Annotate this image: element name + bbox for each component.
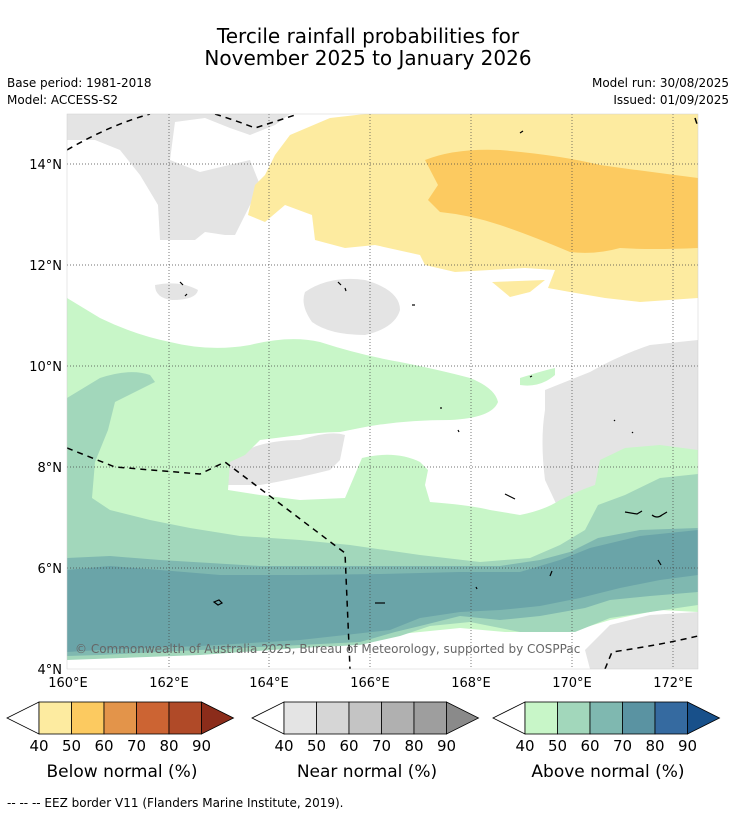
- below-normal-label: Below normal (%): [46, 762, 198, 782]
- map-frame: [66, 113, 699, 670]
- colorbar-near-normal: 40 50 60 70 80 90: [251, 701, 480, 755]
- eez-borders: [67, 114, 698, 669]
- lat-label-10: 10°N: [29, 360, 62, 375]
- model-run: Model run: 30/08/2025: [591, 76, 729, 90]
- above-bar-tick-80: 80: [645, 737, 664, 755]
- above-bar-tick-40: 40: [515, 737, 534, 755]
- above-normal-label: Above normal (%): [531, 762, 685, 782]
- eez-footnote: -- -- -- EEZ border V11 (Flanders Marine…: [7, 796, 344, 810]
- probability-field: © Commonwealth of Australia 2025, Bureau…: [67, 114, 698, 669]
- near-bar-tick-60: 60: [339, 737, 358, 755]
- near-normal-region-small: [155, 283, 198, 300]
- below-normal-region-50: [425, 149, 698, 253]
- below-bar-max-arrow: [201, 701, 235, 735]
- near-normal-region-se: [585, 612, 698, 669]
- below-normal-region-40-tip: [492, 280, 545, 297]
- lon-label-160: 160°E: [48, 676, 88, 691]
- copyright-text: © Commonwealth of Australia 2025, Bureau…: [75, 642, 580, 656]
- above-bar-min-arrow: [492, 701, 526, 735]
- near-bar-swatch-2: [348, 701, 382, 735]
- below-bar-tick-60: 60: [94, 737, 113, 755]
- above-bar-swatch-2: [589, 701, 623, 735]
- below-bar-tick-80: 80: [159, 737, 178, 755]
- above-normal-region-40-small: [520, 368, 555, 386]
- gridlines: [67, 114, 698, 669]
- below-bar-swatch-1: [71, 701, 105, 735]
- model-name: Model: ACCESS-S2: [7, 93, 119, 107]
- colorbar-below-normal: 40 50 60 70 80 90: [6, 701, 235, 755]
- near-bar-swatch-1: [316, 701, 350, 735]
- islands: [179, 130, 668, 606]
- lon-label-166: 166°E: [350, 676, 390, 691]
- above-bar-swatch-4: [654, 701, 688, 735]
- above-bar-max-arrow: [687, 701, 721, 735]
- near-normal-region-east: [542, 340, 698, 512]
- near-normal-label: Near normal (%): [296, 762, 438, 782]
- lat-label-6: 6°N: [38, 562, 63, 577]
- near-bar-tick-80: 80: [404, 737, 423, 755]
- near-bar-swatch-4: [413, 701, 447, 735]
- lon-label-170: 170°E: [552, 676, 592, 691]
- below-bar-tick-50: 50: [62, 737, 81, 755]
- above-bar-tick-70: 70: [613, 737, 632, 755]
- near-bar-tick-40: 40: [274, 737, 293, 755]
- above-bar-swatch-0: [524, 701, 558, 735]
- above-bar-tick-50: 50: [548, 737, 567, 755]
- near-normal-region-mid: [303, 278, 400, 335]
- near-normal-region-nw: [67, 114, 290, 240]
- lat-label-12: 12°N: [29, 259, 62, 274]
- map-title-line1: Tercile rainfall probabilities for: [216, 24, 520, 48]
- near-bar-tick-50: 50: [307, 737, 326, 755]
- near-bar-tick-70: 70: [372, 737, 391, 755]
- near-bar-swatch-0: [283, 701, 317, 735]
- near-bar-max-arrow: [446, 701, 480, 735]
- below-bar-tick-70: 70: [127, 737, 146, 755]
- lat-label-8: 8°N: [38, 461, 63, 476]
- below-bar-swatch-3: [136, 701, 170, 735]
- below-bar-swatch-2: [103, 701, 137, 735]
- near-bar-tick-90: 90: [437, 737, 456, 755]
- above-bar-tick-90: 90: [678, 737, 697, 755]
- below-bar-min-arrow: [6, 701, 40, 735]
- near-normal-region-center: [228, 433, 345, 485]
- below-bar-swatch-0: [38, 701, 72, 735]
- base-period: Base period: 1981-2018: [7, 76, 152, 90]
- above-bar-swatch-1: [557, 701, 591, 735]
- lon-label-172: 172°E: [653, 676, 693, 691]
- near-bar-min-arrow: [251, 701, 285, 735]
- lon-label-162: 162°E: [149, 676, 189, 691]
- map-title-line2: November 2025 to January 2026: [204, 46, 532, 70]
- above-bar-tick-60: 60: [580, 737, 599, 755]
- below-bar-tick-90: 90: [192, 737, 211, 755]
- below-bar-swatch-4: [168, 701, 202, 735]
- near-bar-swatch-3: [381, 701, 415, 735]
- lat-label-4: 4°N: [38, 663, 63, 678]
- above-normal-region-70: [67, 530, 698, 652]
- colorbar-above-normal: 40 50 60 70 80 90: [492, 701, 721, 755]
- lon-label-168: 168°E: [451, 676, 491, 691]
- lon-label-164: 164°E: [249, 676, 289, 691]
- lat-label-14: 14°N: [29, 158, 62, 173]
- above-bar-swatch-3: [622, 701, 656, 735]
- issued-date: Issued: 01/09/2025: [613, 93, 729, 107]
- below-bar-tick-40: 40: [29, 737, 48, 755]
